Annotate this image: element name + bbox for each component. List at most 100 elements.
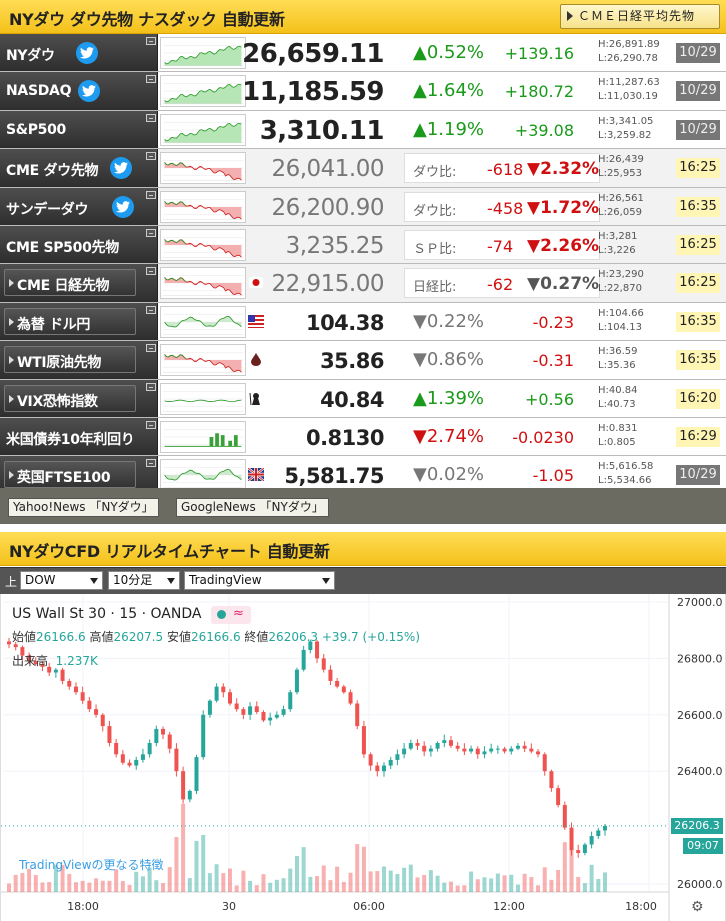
quote-name-cell[interactable]: 米国債券10年利回り — [0, 417, 158, 456]
volume-bar — [395, 874, 400, 892]
volume-bar — [361, 846, 366, 892]
volume-bar — [522, 873, 527, 892]
candle-body — [53, 669, 58, 673]
volume-bar — [134, 871, 139, 892]
minimize-icon[interactable] — [146, 228, 156, 237]
quote-name-cell[interactable]: S&P500 — [0, 110, 158, 149]
high-value: H:5,616.58 — [598, 461, 654, 473]
quote-row[interactable]: CME ダウ先物 26,041.00 ダウ比: -618 ▼2.32% H:26,439 L… — [0, 149, 726, 188]
quote-name-cell[interactable]: VIX恐怖指数 — [0, 379, 158, 417]
twitter-icon[interactable] — [112, 195, 134, 218]
candle-body — [482, 751, 487, 755]
arrow-right-icon — [567, 11, 573, 21]
quote-row[interactable]: CME 日経先物 22,915.00 日経比: -62 ▼0.27% H:23,290 L:… — [0, 264, 726, 303]
minimize-icon[interactable] — [146, 305, 156, 314]
minimize-icon[interactable] — [146, 75, 156, 84]
y-tick-label: 27000.0 — [677, 596, 723, 609]
quote-change: +0.56 — [524, 389, 574, 409]
quote-row[interactable]: NYダウ 26,659.11 ▲0.52% +139.16 H:26,891.89 L:2… — [0, 34, 726, 73]
twitter-icon[interactable] — [76, 42, 98, 64]
minimize-icon[interactable] — [146, 37, 156, 45]
interval-select-value: 10分足 — [113, 573, 153, 587]
quote-row[interactable]: サンデーダウ 26,200.90 ダウ比: -458 ▼1.72% H:26,561 L:2… — [0, 187, 726, 226]
volume-bar — [140, 876, 145, 892]
quote-name-cell[interactable]: NYダウ — [0, 34, 158, 72]
volume-bar — [181, 803, 186, 892]
minimize-icon[interactable] — [146, 113, 156, 122]
chart-canvas[interactable]: 27000.0 26800.0 26600.0 26400.0 26000.0 18:00… — [1, 594, 725, 921]
provider-select[interactable]: TradingView — [184, 571, 335, 590]
quote-name-cell[interactable]: 英国FTSE100 — [0, 456, 158, 494]
tradingview-promo-link[interactable]: TradingViewの更なる特徴 — [19, 858, 164, 872]
minimize-icon[interactable] — [146, 382, 156, 391]
quote-change-percent: ▲1.19% — [413, 118, 485, 140]
minimize-icon[interactable] — [146, 267, 156, 276]
candle-body — [73, 686, 78, 693]
quote-name-button[interactable]: 英国FTSE100 — [4, 461, 136, 489]
volume-bar — [402, 867, 407, 892]
high-value: H:3,341.05 — [598, 115, 654, 127]
yahoo-news-button[interactable]: Yahoo!News 「NYダウ」 — [8, 498, 159, 517]
interval-select[interactable]: 10分足 — [108, 571, 180, 590]
quote-row[interactable]: 為替 ドル円 104.38 ▼0.22% -0.23 H:104.66 L:104.13 1… — [0, 302, 726, 342]
quote-change: +39.08 — [514, 120, 574, 140]
high-value: H:26,439 — [598, 154, 644, 166]
google-news-button[interactable]: GoogleNews 「NYダウ」 — [176, 498, 329, 517]
volume-bar — [241, 870, 246, 892]
settings-gear-icon[interactable]: ⚙ — [691, 899, 704, 915]
quote-row[interactable]: NASDAQ 11,185.59 ▲1.64% +180.72 H:11,287.63 L… — [0, 72, 726, 111]
volume-bar — [556, 869, 561, 892]
quote-name-button[interactable]: VIX恐怖指数 — [4, 384, 136, 412]
quote-name: WTI原油先物 — [17, 355, 102, 372]
candle-body — [475, 748, 480, 755]
quote-row[interactable]: CME SP500先物 3,235.25 ＳＰ比: -74 ▼2.26% H:3,281 L… — [0, 225, 726, 265]
volume-bar — [254, 885, 259, 892]
quote-name-cell[interactable]: CME ダウ先物 — [0, 149, 158, 187]
candle-body — [422, 745, 427, 752]
minimize-icon[interactable] — [146, 420, 156, 429]
tradingview-chart[interactable]: 27000.0 26800.0 26600.0 26400.0 26000.0 18:00… — [0, 594, 726, 921]
x-tick-label: 18:00 — [625, 900, 657, 913]
minimize-icon[interactable] — [146, 190, 156, 199]
volume-bar — [388, 870, 393, 892]
volume-bar — [428, 870, 433, 892]
twitter-icon[interactable] — [110, 157, 132, 180]
cme-nikkei-button[interactable]: ＣＭＥ日経平均先物 — [560, 4, 720, 29]
quote-name-button[interactable]: WTI原油先物 — [4, 346, 136, 374]
minimize-icon[interactable] — [146, 152, 156, 161]
quote-price: 3,310.11 — [259, 115, 385, 146]
quote-name-cell[interactable]: NASDAQ — [0, 72, 158, 110]
twitter-icon[interactable] — [78, 80, 100, 103]
quote-name-button[interactable]: CME 日経先物 — [4, 269, 136, 297]
quote-row[interactable]: 米国債券10年利回り 0.8130 ▼2.74% -0.0230 H:0.831 L:0.… — [0, 417, 726, 457]
minimize-icon[interactable] — [146, 459, 156, 468]
quote-name-button[interactable]: 為替 ドル円 — [4, 307, 136, 335]
volume-bar — [321, 865, 326, 892]
candle-body — [455, 745, 460, 749]
quote-change-percent: ▲1.64% — [413, 80, 485, 102]
quote-row[interactable]: S&P500 3,310.11 ▲1.19% +39.08 H:3,341.05 L:3,… — [0, 110, 726, 150]
quote-name-cell[interactable]: サンデーダウ — [0, 187, 158, 225]
quote-price: 11,185.59 — [242, 77, 384, 108]
candle-body — [549, 771, 554, 789]
candle-body — [489, 748, 494, 752]
quote-name-cell[interactable]: WTI原油先物 — [0, 341, 158, 379]
candle-body — [321, 658, 326, 670]
ratio-box: ダウ比: -618 ▼2.32% — [404, 153, 600, 184]
quote-name-cell[interactable]: 為替 ドル円 — [0, 302, 158, 341]
volume-bar — [382, 866, 387, 892]
symbol-select[interactable]: DOW — [20, 571, 103, 590]
quote-row[interactable]: WTI原油先物 35.86 ▼0.86% -0.31 H:36.59 L:35.36 16:… — [0, 341, 726, 380]
x-tick-label: 06:00 — [353, 900, 385, 913]
volume-bar — [94, 878, 99, 892]
quote-name-cell[interactable]: CME 日経先物 — [0, 264, 158, 302]
quote-name: VIX恐怖指数 — [17, 393, 98, 410]
ratio-label: ダウ比: — [413, 165, 457, 181]
quote-row[interactable]: VIX恐怖指数 40.84 ▲1.39% +0.56 H:40.84 L:40.73 16:… — [0, 379, 726, 418]
low-value: L:26,059 — [598, 206, 642, 218]
minimize-icon[interactable] — [146, 344, 156, 353]
quote-name: サンデーダウ — [6, 201, 89, 218]
quote-name-cell[interactable]: CME SP500先物 — [0, 225, 158, 264]
volume-bar — [261, 874, 266, 892]
candle-body — [301, 649, 306, 670]
